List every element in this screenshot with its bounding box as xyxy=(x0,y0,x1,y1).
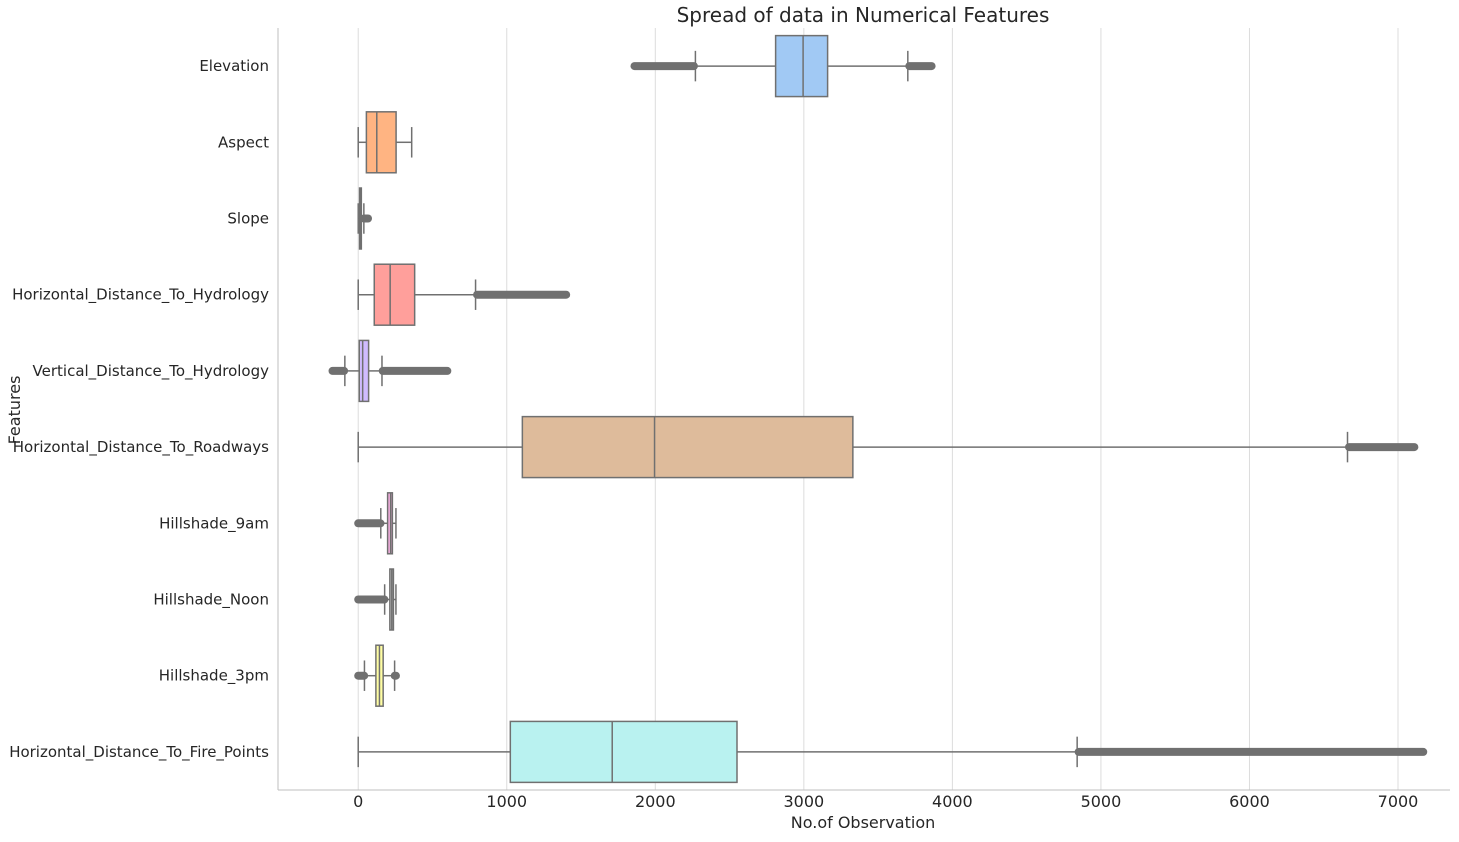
x-tick-label: 4000 xyxy=(932,792,973,811)
box xyxy=(509,720,738,784)
box-group xyxy=(357,111,413,174)
x-tick-label: 6000 xyxy=(1229,792,1270,811)
box-group xyxy=(357,263,571,326)
box xyxy=(373,263,416,326)
boxes-layer xyxy=(328,34,1428,784)
y-tick-label: Elevation xyxy=(199,57,269,75)
y-tick-label: Slope xyxy=(227,210,269,228)
box-group xyxy=(357,720,1428,784)
y-axis-label: Features xyxy=(5,376,24,445)
box xyxy=(521,415,854,479)
box-group xyxy=(354,492,397,555)
box-group xyxy=(357,415,1419,479)
x-tick-label: 5000 xyxy=(1081,792,1122,811)
y-tick-label: Aspect xyxy=(218,133,269,151)
y-tick-label: Hillshade_Noon xyxy=(153,591,269,610)
x-tick-label: 1000 xyxy=(486,792,527,811)
y-tick-label: Horizontal_Distance_To_Fire_Points xyxy=(9,743,269,762)
x-tick-label: 3000 xyxy=(783,792,824,811)
y-tick-label: Hillshade_9am xyxy=(159,514,269,533)
box-group xyxy=(354,644,400,707)
chart-title: Spread of data in Numerical Features xyxy=(677,3,1050,27)
box xyxy=(774,34,829,98)
box-group xyxy=(357,187,373,250)
x-axis-label: No.of Observation xyxy=(791,813,936,832)
box-group xyxy=(630,34,936,98)
box xyxy=(358,339,370,403)
x-tick-labels: 0 1000 2000 3000 4000 5000 6000 7000 xyxy=(353,792,1418,811)
grid-layer xyxy=(357,28,1399,790)
box xyxy=(365,111,397,174)
y-tick-label: Horizontal_Distance_To_Hydrology xyxy=(12,286,269,305)
y-tick-label: Hillshade_3pm xyxy=(159,667,269,686)
y-tick-label: Vertical_Distance_To_Hydrology xyxy=(33,362,270,381)
y-tick-label: Horizontal_Distance_To_Roadways xyxy=(13,438,269,457)
y-tick-labels: Elevation Aspect Slope Horizontal_Distance_… xyxy=(9,57,269,762)
x-tick-label: 0 xyxy=(353,792,363,811)
box-group xyxy=(354,568,397,631)
x-tick-label: 7000 xyxy=(1378,792,1419,811)
box-group xyxy=(328,339,452,403)
x-tick-label: 2000 xyxy=(635,792,676,811)
